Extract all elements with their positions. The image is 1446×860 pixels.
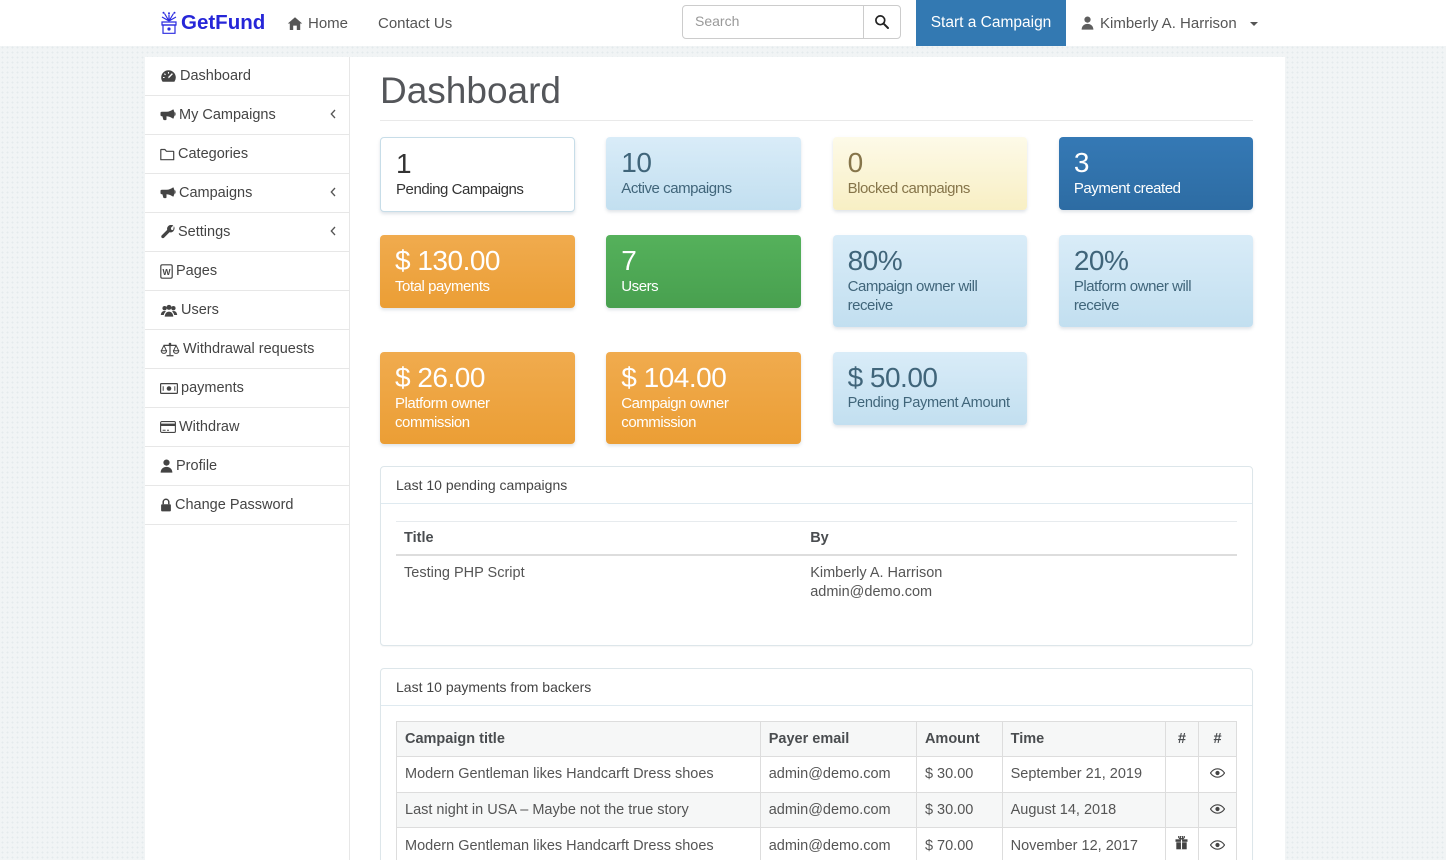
- svg-text:W: W: [162, 267, 171, 277]
